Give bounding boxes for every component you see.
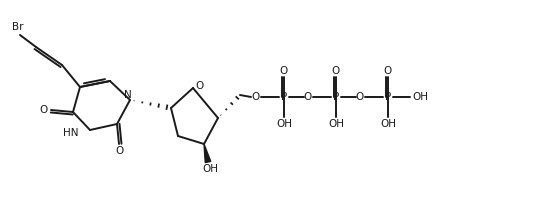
Text: O: O: [280, 66, 288, 76]
Text: OH: OH: [328, 119, 344, 129]
Text: Br: Br: [12, 22, 24, 32]
Text: OH: OH: [412, 92, 428, 102]
Text: OH: OH: [380, 119, 396, 129]
Text: OH: OH: [202, 164, 218, 174]
Text: P: P: [333, 92, 339, 102]
Text: P: P: [281, 92, 287, 102]
Text: O: O: [384, 66, 392, 76]
Text: OH: OH: [276, 119, 292, 129]
Polygon shape: [204, 144, 211, 163]
Text: O: O: [332, 66, 340, 76]
Text: O: O: [115, 146, 123, 156]
Text: P: P: [385, 92, 391, 102]
Text: N: N: [124, 90, 132, 100]
Text: O: O: [40, 105, 48, 115]
Text: O: O: [252, 92, 260, 102]
Text: O: O: [195, 81, 203, 91]
Text: O: O: [304, 92, 312, 102]
Text: HN: HN: [63, 128, 78, 138]
Text: O: O: [356, 92, 364, 102]
